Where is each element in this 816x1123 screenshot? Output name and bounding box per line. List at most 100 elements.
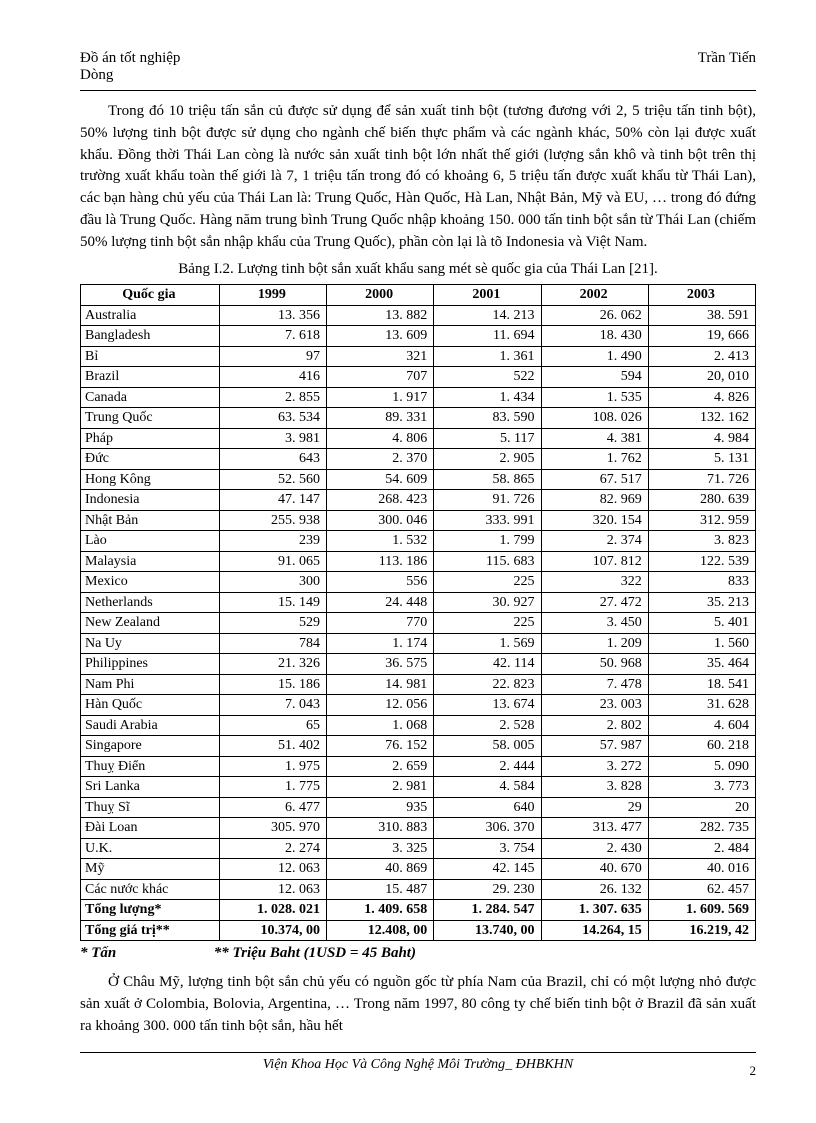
cell-value: 5. 090 [648, 756, 755, 777]
cell-country: Nam Phi [81, 674, 220, 695]
header-rule [80, 90, 756, 91]
col-country: Quốc gia [81, 285, 220, 306]
cell-value: 113. 186 [327, 551, 434, 572]
cell-value: 71. 726 [648, 469, 755, 490]
cell-value: 312. 959 [648, 510, 755, 531]
cell-country: Hàn Quốc [81, 695, 220, 716]
cell-country: Mexico [81, 572, 220, 593]
cell-value: 52. 560 [219, 469, 326, 490]
cell-value: 2. 528 [434, 715, 541, 736]
cell-total-label: Tổng lượng* [81, 900, 220, 921]
cell-value: 1. 569 [434, 633, 541, 654]
cell-value: 239 [219, 531, 326, 552]
table-row: Netherlands15. 14924. 44830. 92727. 4723… [81, 592, 756, 613]
cell-value: 18. 430 [541, 326, 648, 347]
table-footnote: * Tấn ** Triệu Baht (1USD = 45 Baht) [80, 945, 756, 962]
cell-country: Hong Kông [81, 469, 220, 490]
cell-value: 122. 539 [648, 551, 755, 572]
table-row: Singapore51. 40276. 15258. 00557. 98760.… [81, 736, 756, 757]
cell-value: 11. 694 [434, 326, 541, 347]
cell-value: 115. 683 [434, 551, 541, 572]
page-number: 2 [750, 1063, 757, 1079]
cell-value: 225 [434, 572, 541, 593]
cell-value: 15. 186 [219, 674, 326, 695]
cell-country: Thuỵ Điển [81, 756, 220, 777]
cell-value: 26. 132 [541, 879, 648, 900]
cell-country: Các nước khác [81, 879, 220, 900]
cell-value: 31. 628 [648, 695, 755, 716]
col-2003: 2003 [648, 285, 755, 306]
cell-country: Philippines [81, 654, 220, 675]
cell-value: 4. 826 [648, 387, 755, 408]
cell-value: 1. 434 [434, 387, 541, 408]
cell-value: 18. 541 [648, 674, 755, 695]
table-row: Brazil41670752259420, 010 [81, 367, 756, 388]
cell-value: 1. 209 [541, 633, 648, 654]
cell-country: Pháp [81, 428, 220, 449]
table-row: Canada2. 8551. 9171. 4341. 5354. 826 [81, 387, 756, 408]
cell-value: 65 [219, 715, 326, 736]
cell-value: 23. 003 [541, 695, 648, 716]
cell-value: 833 [648, 572, 755, 593]
cell-value: 2. 659 [327, 756, 434, 777]
cell-value: 54. 609 [327, 469, 434, 490]
cell-value: 4. 584 [434, 777, 541, 798]
table-total-row: Tổng lượng*1. 028. 0211. 409. 6581. 284.… [81, 900, 756, 921]
cell-value: 89. 331 [327, 408, 434, 429]
cell-value: 83. 590 [434, 408, 541, 429]
cell-value: 7. 043 [219, 695, 326, 716]
cell-country: Na Uy [81, 633, 220, 654]
cell-value: 36. 575 [327, 654, 434, 675]
cell-country: Đức [81, 449, 220, 470]
table-total-row: Tổng giá trị**10.374, 0012.408, 0013.740… [81, 920, 756, 941]
cell-value: 15. 149 [219, 592, 326, 613]
cell-value: 320. 154 [541, 510, 648, 531]
table-row: Australia13. 35613. 88214. 21326. 06238.… [81, 305, 756, 326]
cell-value: 91. 726 [434, 490, 541, 511]
table-row: Hàn Quốc7. 04312. 05613. 67423. 00331. 6… [81, 695, 756, 716]
cell-value: 108. 026 [541, 408, 648, 429]
cell-value: 2. 430 [541, 838, 648, 859]
cell-value: 40. 869 [327, 859, 434, 880]
cell-country: Bangladesh [81, 326, 220, 347]
cell-country: Bỉ [81, 346, 220, 367]
cell-value: 1. 799 [434, 531, 541, 552]
cell-value: 3. 823 [648, 531, 755, 552]
cell-value: 300 [219, 572, 326, 593]
cell-value: 310. 883 [327, 818, 434, 839]
cell-country: Sri Lanka [81, 777, 220, 798]
table-row: Thuỵ Điển1. 9752. 6592. 4443. 2725. 090 [81, 756, 756, 777]
table-row: Sri Lanka1. 7752. 9814. 5843. 8283. 773 [81, 777, 756, 798]
cell-value: 21. 326 [219, 654, 326, 675]
cell-value: 91. 065 [219, 551, 326, 572]
cell-country: Thuỵ Sĩ [81, 797, 220, 818]
table-row: Các nước khác12. 06315. 48729. 23026. 13… [81, 879, 756, 900]
cell-value: 29 [541, 797, 648, 818]
cell-country: Singapore [81, 736, 220, 757]
cell-value: 2. 444 [434, 756, 541, 777]
table-row: Đức6432. 3702. 9051. 7625. 131 [81, 449, 756, 470]
cell-value: 305. 970 [219, 818, 326, 839]
cell-country: Lào [81, 531, 220, 552]
cell-total-value: 10.374, 00 [219, 920, 326, 941]
cell-value: 640 [434, 797, 541, 818]
cell-value: 770 [327, 613, 434, 634]
cell-value: 1. 361 [434, 346, 541, 367]
cell-value: 5. 401 [648, 613, 755, 634]
cell-country: New Zealand [81, 613, 220, 634]
cell-value: 1. 535 [541, 387, 648, 408]
cell-value: 132. 162 [648, 408, 755, 429]
cell-value: 2. 374 [541, 531, 648, 552]
cell-country: Brazil [81, 367, 220, 388]
cell-value: 280. 639 [648, 490, 755, 511]
cell-value: 12. 063 [219, 859, 326, 880]
cell-value: 306. 370 [434, 818, 541, 839]
cell-country: Nhật Bản [81, 510, 220, 531]
cell-total-label: Tổng giá trị** [81, 920, 220, 941]
cell-value: 20 [648, 797, 755, 818]
cell-value: 282. 735 [648, 818, 755, 839]
cell-value: 1. 917 [327, 387, 434, 408]
table-row: Pháp3. 9814. 8065. 1174. 3814. 984 [81, 428, 756, 449]
cell-value: 4. 604 [648, 715, 755, 736]
table-row: Đài Loan305. 970310. 883306. 370313. 477… [81, 818, 756, 839]
